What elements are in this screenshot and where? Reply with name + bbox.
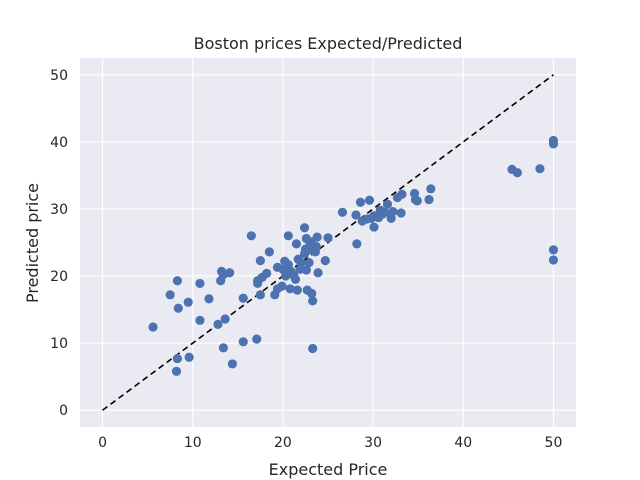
data-point bbox=[380, 207, 390, 217]
data-point bbox=[292, 285, 302, 295]
data-point bbox=[548, 139, 559, 149]
data-point bbox=[323, 233, 333, 243]
data-point bbox=[255, 290, 265, 300]
data-point bbox=[308, 343, 318, 354]
data-point bbox=[296, 258, 306, 268]
data-point bbox=[183, 297, 193, 307]
y-tick-label: 0 bbox=[59, 403, 68, 419]
x-tick-label: 30 bbox=[364, 435, 382, 451]
data-point bbox=[369, 222, 379, 232]
data-point bbox=[262, 268, 272, 278]
data-point bbox=[283, 231, 293, 241]
y-tick-label: 20 bbox=[50, 269, 68, 285]
data-point bbox=[312, 232, 322, 242]
y-tick-label: 30 bbox=[50, 202, 68, 218]
data-point bbox=[311, 241, 321, 252]
data-point bbox=[171, 366, 182, 376]
x-tick-label: 20 bbox=[274, 435, 292, 451]
data-point bbox=[238, 293, 248, 303]
data-point bbox=[290, 274, 301, 284]
data-point bbox=[277, 281, 287, 291]
data-point bbox=[304, 258, 314, 268]
data-point bbox=[225, 268, 235, 278]
data-point bbox=[382, 199, 393, 209]
x-tick-label: 0 bbox=[98, 435, 107, 451]
data-point bbox=[246, 231, 256, 241]
y-tick-label: 10 bbox=[50, 336, 68, 352]
x-tick-label: 10 bbox=[184, 435, 202, 451]
data-point bbox=[173, 303, 183, 313]
data-point bbox=[307, 288, 317, 299]
data-point bbox=[313, 268, 323, 278]
data-point bbox=[424, 194, 434, 205]
data-point bbox=[512, 168, 522, 178]
data-point bbox=[397, 189, 407, 199]
x-axis-ticks: 0 10 20 30 40 50 bbox=[98, 435, 562, 451]
data-point bbox=[412, 196, 422, 206]
data-point bbox=[227, 359, 238, 369]
chart-title: Boston prices Expected/Predicted bbox=[194, 34, 463, 53]
data-point bbox=[285, 284, 295, 294]
y-axis-ticks: 0 10 20 30 40 50 bbox=[50, 68, 68, 419]
grid-lines bbox=[80, 58, 576, 427]
data-point bbox=[264, 247, 274, 257]
data-point bbox=[220, 314, 230, 324]
data-point bbox=[355, 197, 366, 207]
data-point bbox=[238, 337, 248, 347]
data-point bbox=[320, 256, 330, 266]
data-point bbox=[213, 319, 223, 329]
data-point bbox=[388, 207, 398, 217]
data-point bbox=[291, 239, 302, 249]
x-tick-label: 50 bbox=[545, 435, 563, 451]
y-tick-label: 40 bbox=[50, 135, 68, 151]
data-point bbox=[351, 210, 361, 220]
data-point bbox=[548, 255, 559, 265]
y-axis-label: Predicted price bbox=[23, 183, 42, 303]
data-point bbox=[352, 239, 362, 249]
x-axis-label: Expected Price bbox=[269, 460, 388, 479]
data-point bbox=[172, 353, 182, 364]
data-point bbox=[165, 290, 175, 300]
data-point bbox=[252, 334, 262, 344]
data-point bbox=[148, 322, 158, 332]
data-point bbox=[337, 207, 348, 217]
data-point bbox=[204, 294, 214, 304]
data-point bbox=[535, 164, 545, 174]
data-point bbox=[364, 195, 375, 205]
y-tick-label: 50 bbox=[50, 68, 68, 84]
data-point bbox=[396, 208, 406, 218]
data-point bbox=[299, 223, 310, 233]
data-point bbox=[184, 352, 194, 362]
data-point bbox=[195, 315, 205, 325]
data-point bbox=[195, 278, 205, 289]
data-point bbox=[426, 184, 436, 194]
data-point bbox=[308, 296, 318, 306]
data-point bbox=[301, 265, 311, 275]
data-point bbox=[218, 343, 228, 353]
data-point bbox=[172, 276, 182, 286]
data-point bbox=[548, 245, 559, 255]
data-points bbox=[148, 135, 559, 376]
x-tick-label: 40 bbox=[454, 435, 472, 451]
data-point bbox=[255, 256, 265, 266]
